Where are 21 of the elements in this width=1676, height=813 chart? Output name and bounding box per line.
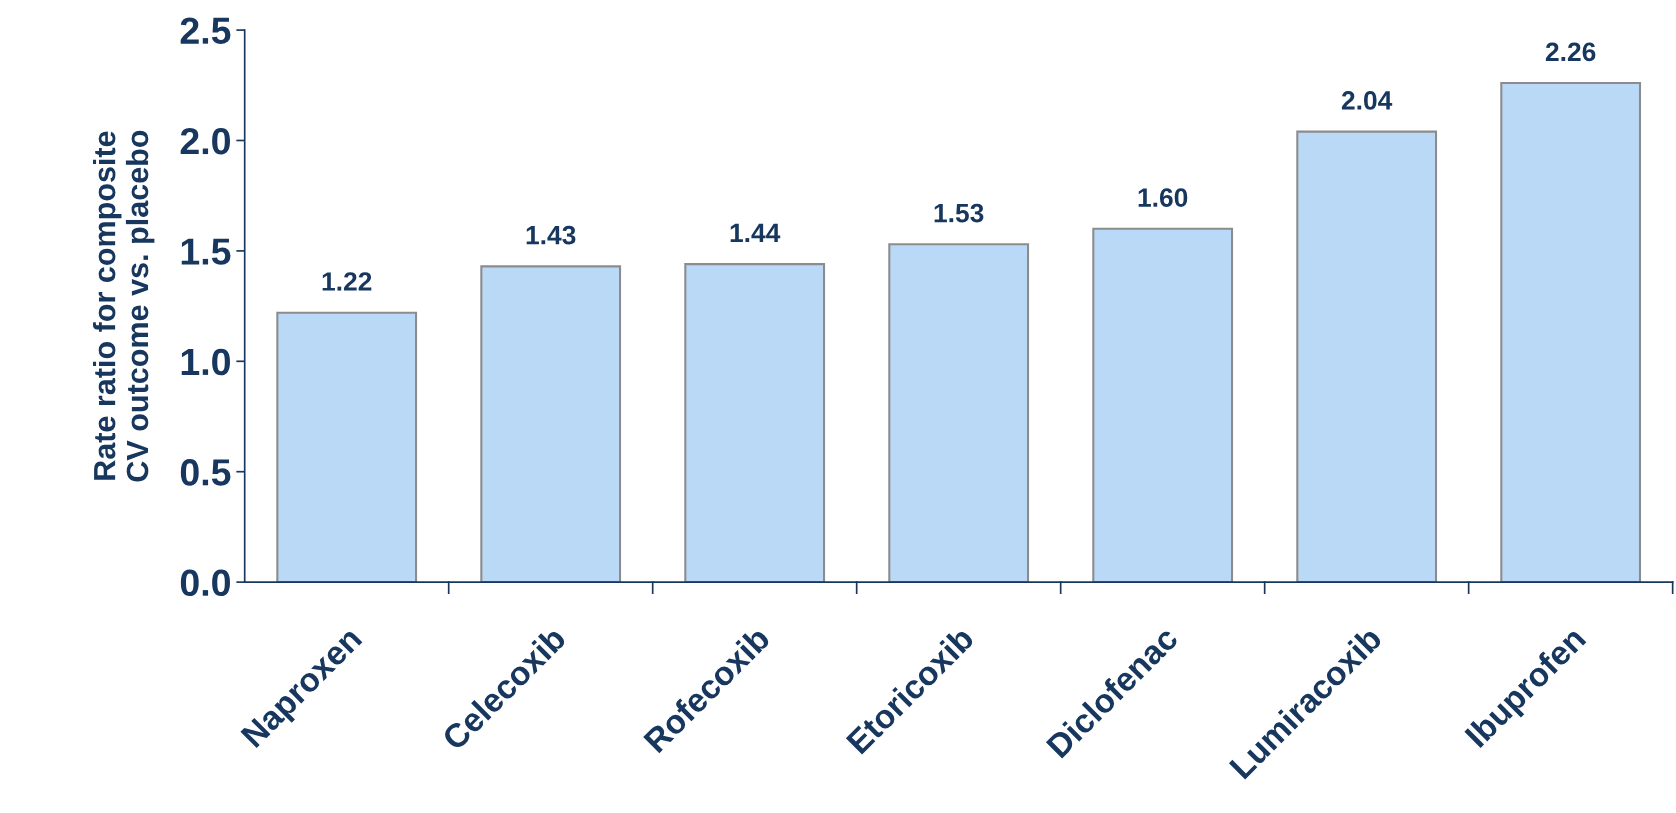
bar [684,263,826,583]
data-label: 1.60 [1138,188,1188,207]
bar [1296,130,1438,583]
bar [1092,227,1234,583]
bar [480,265,622,583]
y-tick-label: 0.5 [180,459,231,486]
y-tick-label: 1.5 [181,238,231,265]
data-label: 1.22 [322,272,372,291]
data-label: 2.04 [1341,91,1393,110]
y-tick-label: 2.0 [180,127,230,155]
data-label: 1.44 [730,223,781,242]
y-tick-label: 0.0 [180,569,230,597]
data-label: 2.26 [1545,42,1596,62]
bar [276,311,418,583]
y-tick-label: 2.5 [180,17,231,45]
bar [888,243,1030,583]
data-label: 1.53 [934,203,984,223]
data-label: 1.43 [526,225,576,245]
y-axis-title: Rate ratio for composite CV outcome vs. placebo [92,130,155,482]
bar [1500,82,1642,583]
y-tick-label: 1.0 [181,348,230,376]
